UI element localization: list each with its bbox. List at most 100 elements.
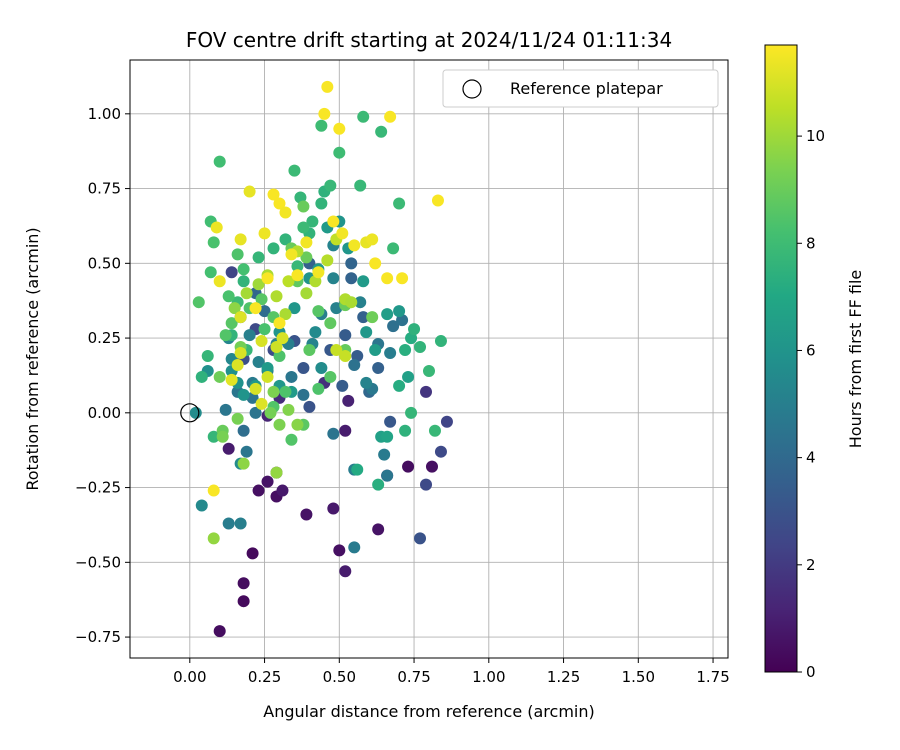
- scatter-point: [303, 400, 316, 413]
- scatter-point: [414, 532, 427, 545]
- scatter-point: [393, 197, 406, 210]
- scatter-point: [225, 317, 238, 330]
- scatter-point: [414, 341, 427, 354]
- scatter-point: [234, 347, 247, 360]
- scatter-point: [213, 275, 226, 288]
- scatter-point: [201, 350, 214, 363]
- scatter-point: [255, 397, 268, 410]
- colorbar-tick-label: 4: [806, 449, 816, 467]
- scatter-point: [339, 329, 352, 342]
- scatter-point: [273, 197, 286, 210]
- scatter-point: [306, 215, 319, 228]
- y-tick-label: 1.00: [88, 105, 121, 123]
- scatter-point: [267, 188, 280, 201]
- scatter-point: [357, 110, 370, 123]
- scatter-point: [327, 502, 340, 515]
- scatter-point: [381, 308, 394, 321]
- scatter-point: [261, 370, 274, 383]
- scatter-point: [324, 317, 337, 330]
- colorbar-tick-label: 2: [806, 556, 816, 574]
- scatter-point: [234, 233, 247, 246]
- scatter-point: [315, 197, 328, 210]
- scatter-point: [381, 430, 394, 443]
- legend: Reference platepar: [442, 69, 719, 108]
- scatter-point: [318, 107, 331, 120]
- scatter-point: [360, 326, 373, 339]
- scatter-point: [297, 200, 310, 213]
- scatter-point: [261, 272, 274, 285]
- scatter-point: [369, 257, 382, 270]
- scatter-point: [300, 508, 313, 521]
- scatter-point: [339, 424, 352, 437]
- scatter-point: [291, 269, 304, 282]
- scatter-point: [333, 146, 346, 159]
- scatter-point: [330, 344, 343, 357]
- scatter-point: [339, 565, 352, 578]
- y-tick-label: −0.25: [75, 479, 121, 497]
- x-tick-label: 1.25: [547, 668, 580, 686]
- scatter-point: [270, 341, 283, 354]
- scatter-point: [213, 155, 226, 168]
- scatter-point: [425, 460, 438, 473]
- x-axis-label: Angular distance from reference (arcmin): [263, 702, 594, 721]
- reference-point-marker: [180, 403, 200, 423]
- plot-frame: [129, 59, 729, 659]
- scatter-point: [204, 266, 217, 279]
- y-axis-ticks: −0.75 −0.50 −0.25 0.00 0.25 0.50 0.75 1.00: [75, 105, 130, 646]
- scatter-point: [261, 475, 274, 488]
- scatter-point: [333, 122, 346, 135]
- scatter-point: [213, 370, 226, 383]
- scatter-point: [210, 221, 223, 234]
- scatter-point: [252, 278, 265, 291]
- scatter-point: [431, 194, 444, 207]
- scatter-point: [357, 275, 370, 288]
- scatter-point: [252, 251, 265, 264]
- scatter-point: [237, 275, 250, 288]
- scatter-point: [408, 323, 421, 336]
- scatter-point: [267, 385, 280, 398]
- scatter-point: [336, 227, 349, 240]
- scatter-point: [348, 358, 361, 371]
- colorbar-tick-label: 6: [806, 341, 816, 359]
- scatter-point: [282, 275, 295, 288]
- scatter-point: [399, 344, 412, 357]
- scatter-point: [384, 347, 397, 360]
- scatter-point: [405, 406, 418, 419]
- scatter-point: [237, 577, 250, 590]
- scatter-point: [285, 433, 298, 446]
- scatter-point: [243, 329, 256, 342]
- scatter-point: [240, 445, 253, 458]
- scatter-point: [300, 251, 313, 264]
- scatter-point: [315, 119, 328, 132]
- scatter-point: [434, 335, 447, 348]
- x-tick-label: 0.25: [248, 668, 281, 686]
- y-tick-label: 0.75: [88, 180, 121, 198]
- scatter-point: [240, 287, 253, 300]
- x-tick-label: 1.50: [622, 668, 655, 686]
- scatter-point: [249, 302, 262, 315]
- scatter-point: [255, 293, 268, 306]
- colorbar-tick-label: 10: [806, 127, 825, 145]
- grid-lines: [130, 60, 728, 658]
- scatter-point: [381, 469, 394, 482]
- scatter-point: [237, 388, 250, 401]
- scatter-point: [216, 430, 229, 443]
- scatter-point: [351, 463, 364, 476]
- scatter-point: [270, 290, 283, 303]
- scatter-point: [423, 364, 435, 377]
- scatter-point: [288, 302, 301, 315]
- scatter-point: [222, 290, 235, 303]
- scatter-point: [339, 350, 352, 363]
- scatter-point: [327, 215, 340, 228]
- scatter-point: [312, 382, 325, 395]
- scatter-point: [258, 323, 271, 336]
- scatter-point: [225, 266, 238, 279]
- scatter-point: [399, 424, 412, 437]
- reference-marker: [180, 403, 200, 423]
- scatter-point: [300, 236, 313, 249]
- scatter-point: [288, 164, 301, 177]
- scatter-point: [282, 403, 295, 416]
- scatter-point: [228, 302, 241, 315]
- scatter-point: [234, 517, 247, 530]
- scatter-point: [195, 499, 208, 512]
